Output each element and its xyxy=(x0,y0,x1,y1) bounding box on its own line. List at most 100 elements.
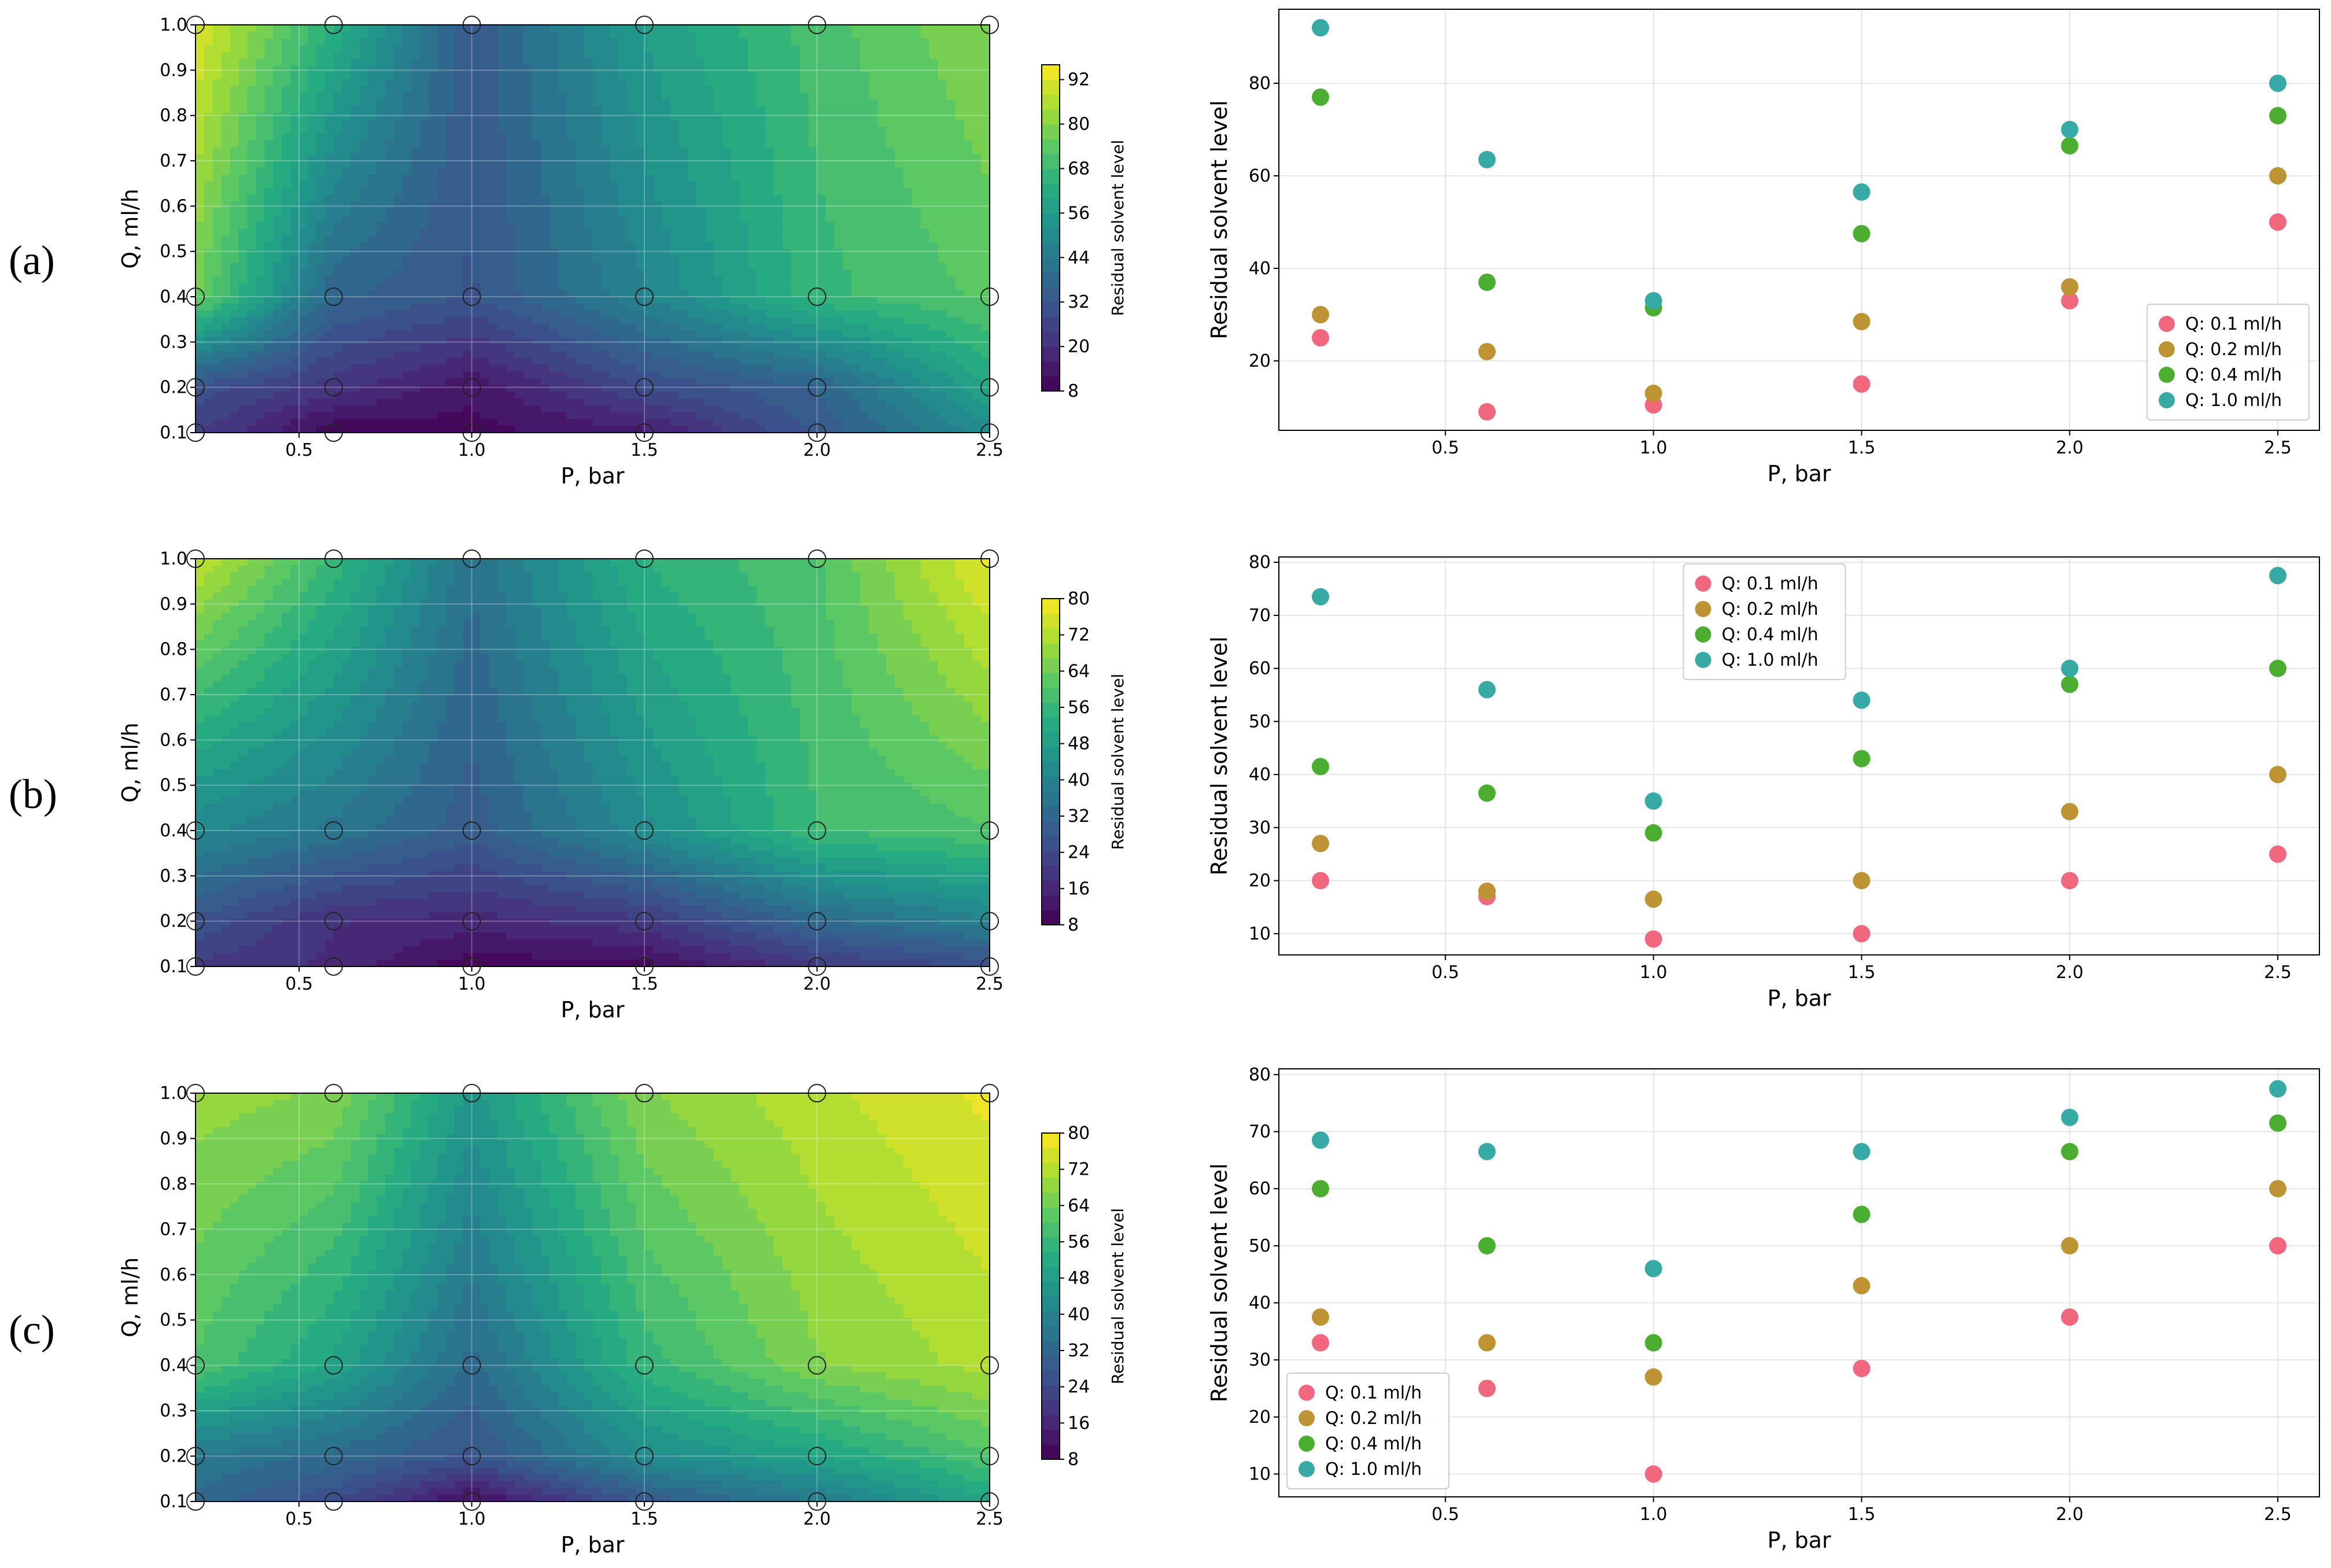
contour-cell xyxy=(748,357,757,366)
contour-cell xyxy=(212,72,222,80)
contour-cell xyxy=(368,31,378,39)
contour-cell xyxy=(773,228,783,237)
contour-cell xyxy=(748,317,757,324)
contour-cell xyxy=(739,194,748,202)
contour-cell xyxy=(351,79,360,87)
contour-cell xyxy=(903,174,913,182)
contour-cell xyxy=(273,181,283,189)
contour-cell xyxy=(264,337,274,345)
contour-cell xyxy=(739,426,748,433)
contour-cell xyxy=(678,25,688,32)
contour-cell xyxy=(601,317,611,324)
contour-cell xyxy=(618,181,628,189)
contour-cell xyxy=(342,215,352,223)
contour-cell xyxy=(394,263,403,270)
contour-cell xyxy=(445,330,455,338)
contour-cell xyxy=(696,385,706,393)
contour-cell xyxy=(264,412,274,420)
contour-cell xyxy=(230,120,239,128)
contour-cell xyxy=(385,256,395,264)
contour-cell xyxy=(851,228,861,237)
contour-cell xyxy=(722,167,732,175)
contour-cell xyxy=(212,426,222,433)
contour-cell xyxy=(825,303,835,311)
contour-cell xyxy=(627,371,636,379)
contour-cell xyxy=(264,161,274,168)
contour-cell xyxy=(394,419,403,427)
contour-cell xyxy=(817,263,827,270)
contour-cell xyxy=(454,317,464,324)
contour-cell xyxy=(420,45,429,53)
contour-cell xyxy=(463,426,473,433)
contour-cell xyxy=(454,174,464,182)
contour-cell xyxy=(428,426,438,433)
contour-cell xyxy=(713,337,723,345)
contour-cell xyxy=(765,371,774,379)
contour-cell xyxy=(463,201,473,209)
contour-cell xyxy=(290,276,300,284)
contour-cell xyxy=(238,235,248,243)
contour-cell xyxy=(748,276,757,284)
contour-cell xyxy=(592,181,602,189)
contour-cell xyxy=(230,276,239,284)
contour-cell xyxy=(652,140,662,148)
contour-cell xyxy=(825,45,835,53)
contour-cell xyxy=(299,371,308,379)
contour-cell xyxy=(869,290,878,297)
contour-cell xyxy=(256,263,265,270)
contour-cell xyxy=(394,113,403,121)
contour-cell xyxy=(869,249,878,257)
contour-cell xyxy=(739,93,748,101)
contour-cell xyxy=(894,99,904,107)
contour-cell xyxy=(610,52,619,60)
contour-cell xyxy=(506,25,515,32)
contour-cell xyxy=(342,31,352,39)
contour-cell xyxy=(359,201,369,209)
contour-cell xyxy=(445,235,455,243)
contour-cell xyxy=(411,290,421,297)
contour-cell xyxy=(757,58,766,67)
contour-cell xyxy=(377,188,386,195)
contour-cell xyxy=(808,405,818,413)
contour-cell xyxy=(748,154,757,161)
contour-cell xyxy=(696,38,706,46)
contour-cell xyxy=(420,134,429,141)
contour-cell xyxy=(558,167,567,175)
contour-cell xyxy=(575,58,585,67)
contour-cell xyxy=(808,256,818,264)
contour-cell xyxy=(644,161,654,168)
contour-cell xyxy=(713,106,723,114)
contour-cell xyxy=(480,364,490,372)
contour-cell xyxy=(627,263,636,270)
contour-cell xyxy=(308,161,317,168)
contour-cell xyxy=(463,351,473,359)
contour-cell xyxy=(705,276,714,284)
contour-cell xyxy=(212,127,222,134)
contour-cell xyxy=(627,58,636,67)
contour-cell xyxy=(282,351,291,359)
contour-cell xyxy=(894,93,904,101)
contour-cell xyxy=(869,330,878,338)
contour-cell xyxy=(532,45,541,53)
contour-cell xyxy=(670,344,680,352)
contour-cell xyxy=(627,72,636,80)
contour-cell xyxy=(212,310,222,318)
contour-cell xyxy=(886,65,895,73)
contour-cell xyxy=(825,93,835,101)
contour-cell xyxy=(316,412,326,420)
contour-cell xyxy=(290,317,300,324)
contour-cell xyxy=(627,106,636,114)
contour-cell xyxy=(454,337,464,345)
contour-cell xyxy=(351,154,360,161)
contour-cell xyxy=(290,426,300,433)
contour-cell xyxy=(308,399,317,406)
contour-cell xyxy=(204,72,213,80)
contour-cell xyxy=(670,290,680,297)
contour-cell xyxy=(731,65,740,73)
contour-cell xyxy=(610,330,619,338)
contour-cell xyxy=(592,283,602,291)
contour-cell xyxy=(566,228,576,237)
contour-cell xyxy=(471,270,481,277)
contour-cell xyxy=(324,120,334,128)
contour-cell xyxy=(394,208,403,216)
